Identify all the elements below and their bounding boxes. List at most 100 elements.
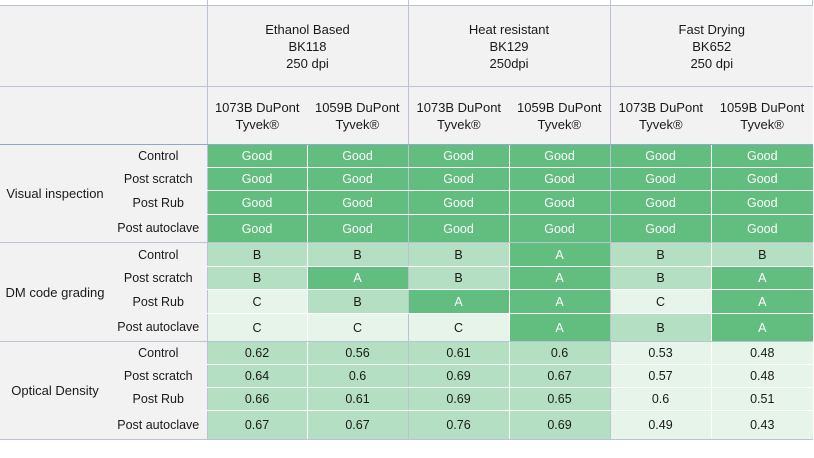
result-cell: Good (206, 214, 307, 243)
material-name: 1059B DuPont (516, 99, 602, 115)
result-cell: A (306, 266, 409, 290)
result-cell: 0.53 (609, 341, 712, 365)
material-header: 1073B DuPont Tyvek® (206, 86, 307, 145)
material-name: 1059B DuPont (314, 99, 400, 115)
result-cell: Good (206, 190, 307, 215)
material-header: 1073B DuPont Tyvek® (609, 86, 712, 145)
result-cell: B (407, 266, 510, 290)
result-cell: Good (407, 214, 510, 243)
corner-cell (0, 5, 207, 87)
row-label: Post autoclave (110, 313, 207, 342)
result-cell: Good (508, 214, 611, 243)
result-cell: 0.69 (407, 387, 510, 411)
result-cell: 0.67 (306, 410, 409, 440)
result-cell: Good (508, 144, 611, 168)
result-cell: B (206, 242, 307, 267)
table-row: Post autoclave C C C A B A (0, 313, 814, 342)
result-cell: C (609, 289, 712, 314)
group-title: Fast Drying (678, 21, 746, 37)
group-title: Heat resistant (468, 21, 550, 37)
result-cell: 0.65 (508, 387, 611, 411)
result-cell: 0.64 (206, 364, 307, 388)
result-cell: C (206, 313, 307, 342)
material-name: 1073B DuPont (416, 99, 502, 115)
material-header-row: 1073B DuPont Tyvek® 1059B DuPont Tyvek® 10… (0, 86, 814, 145)
result-cell: Good (609, 167, 712, 191)
result-cell: Good (407, 144, 510, 168)
result-cell: 0.57 (609, 364, 712, 388)
material-name: 1073B DuPont (618, 99, 704, 115)
result-cell: A (508, 289, 611, 314)
material-brand: Tyvek® (537, 116, 582, 132)
result-cell: B (710, 242, 814, 267)
result-cell: Good (306, 144, 409, 168)
top-divider (610, 0, 611, 5)
results-table: Ethanol Based BK118 250 dpi Heat resista… (0, 5, 814, 440)
result-cell: 0.6 (609, 387, 712, 411)
result-cell: Good (710, 144, 814, 168)
result-cell: C (407, 313, 510, 342)
result-cell: B (206, 266, 307, 290)
row-label: Post Rub (110, 387, 207, 411)
result-cell: 0.49 (609, 410, 712, 440)
result-cell: 0.48 (710, 364, 814, 388)
result-cell: 0.6 (306, 364, 409, 388)
result-cell: 0.67 (206, 410, 307, 440)
result-cell: A (508, 242, 611, 267)
result-cell: 0.76 (407, 410, 510, 440)
group-header-fast: Fast Drying BK652 250 dpi (609, 5, 814, 87)
result-cell: B (609, 266, 712, 290)
row-label: Post autoclave (110, 410, 207, 440)
row-label: Control (110, 144, 207, 168)
corner-cell (0, 86, 207, 145)
result-cell: 0.51 (710, 387, 814, 411)
material-brand: Tyvek® (235, 116, 280, 132)
result-cell: Good (206, 144, 307, 168)
group-code: BK118 (288, 38, 327, 54)
top-divider (812, 0, 813, 5)
table-row: Visual inspection Control Good Good Good Good… (0, 144, 814, 243)
result-cell: 0.6 (508, 341, 611, 365)
result-cell: A (710, 266, 814, 290)
result-cell: B (407, 242, 510, 267)
table-row: Post scratch 0.64 0.6 0.69 0.67 0.57 0.48 (0, 364, 814, 388)
material-header: 1059B DuPont Tyvek® (307, 86, 409, 145)
material-brand: Tyvek® (335, 116, 380, 132)
result-cell: C (306, 313, 409, 342)
result-cell: Good (508, 167, 611, 191)
result-cell: 0.43 (710, 410, 814, 440)
result-cell: Good (609, 144, 712, 168)
result-cell: C (206, 289, 307, 314)
group-title: Ethanol Based (265, 21, 350, 37)
row-label: Post Rub (110, 289, 207, 314)
material-header: 1073B DuPont Tyvek® (407, 86, 510, 145)
row-label: Post autoclave (110, 214, 207, 243)
material-brand: Tyvek® (740, 116, 784, 132)
category-label: DM code grading (0, 242, 110, 342)
row-label: Control (110, 341, 207, 365)
material-name: 1073B DuPont (214, 99, 300, 115)
result-cell: A (710, 289, 814, 314)
table-row: Post scratch B A B A B A (0, 266, 814, 290)
row-label: Post scratch (110, 364, 207, 388)
result-cell: A (508, 313, 611, 342)
top-divider (408, 0, 409, 5)
result-cell: Good (508, 190, 611, 215)
table-row: Post Rub 0.66 0.61 0.69 0.65 0.6 0.51 (0, 387, 814, 411)
row-label: Post scratch (110, 167, 207, 191)
result-cell: Good (609, 214, 712, 243)
category-label: Optical Density (0, 341, 110, 440)
result-cell: 0.67 (508, 364, 611, 388)
result-cell: Good (710, 167, 814, 191)
material-header: 1059B DuPont Tyvek® (509, 86, 611, 145)
table-row: Post autoclave 0.67 0.67 0.76 0.69 0.49 0.43 (0, 410, 814, 440)
row-label: Post Rub (110, 190, 207, 215)
table-row: DM code grading Control B B B A B B (0, 242, 814, 342)
result-cell: 0.69 (407, 364, 510, 388)
result-cell: A (407, 289, 510, 314)
group-header-row: Ethanol Based BK118 250 dpi Heat resista… (0, 5, 814, 87)
result-cell: Good (306, 214, 409, 243)
result-cell: A (710, 313, 814, 342)
category-label: Visual inspection (0, 144, 110, 243)
result-cell: Good (407, 190, 510, 215)
